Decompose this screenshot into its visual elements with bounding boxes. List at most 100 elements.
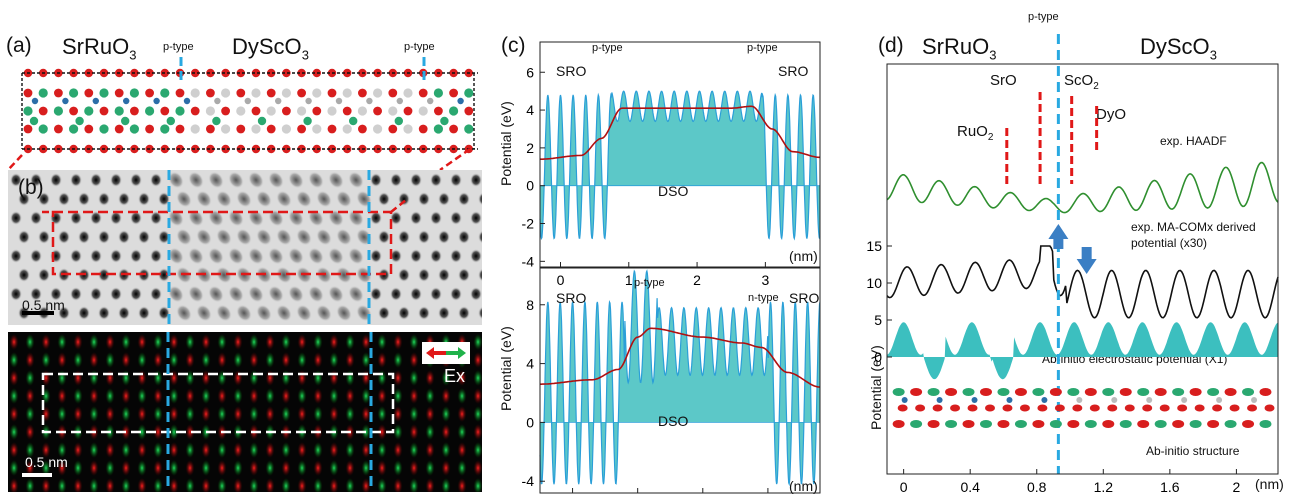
field-lobe [73, 478, 83, 492]
atom-column [236, 304, 252, 322]
field-lobe [473, 370, 482, 386]
field-lobe [393, 406, 403, 422]
field-arrow-green [446, 347, 466, 359]
field-lobe [377, 478, 387, 492]
cation-atom [403, 88, 413, 98]
field-lobe [281, 334, 291, 350]
field-lobe [409, 406, 419, 422]
field-lobe [217, 442, 227, 458]
field-lobe [409, 334, 419, 350]
oxygen-atom [342, 106, 352, 116]
field-lobe [73, 442, 83, 458]
zoom-line-left [7, 154, 23, 170]
y-tick-label: 8 [526, 297, 534, 313]
c-top-ptype-left: p-type [592, 42, 623, 54]
oxygen-atom [191, 144, 200, 154]
atom-column [216, 266, 232, 284]
field-lobe [457, 406, 467, 422]
atom-column [130, 211, 142, 225]
field-lobe [89, 442, 99, 458]
atom-column [248, 171, 264, 189]
atom-column [276, 190, 292, 208]
field-lobe [425, 442, 435, 458]
field-lobe [25, 370, 35, 386]
field-lobe [393, 460, 403, 476]
c-bot-ntype: n-type [748, 292, 779, 304]
field-lobe [25, 460, 35, 476]
atom-column [216, 190, 232, 208]
c-bot-ylabel: Potential (eV) [498, 326, 514, 411]
field-lobe [473, 388, 482, 404]
field-lobe [361, 334, 371, 350]
cation-atom [403, 124, 413, 134]
oxygen-atom [38, 106, 48, 116]
field-lobe [25, 352, 35, 368]
field-lobe [249, 352, 259, 368]
y-tick-label: -4 [522, 473, 535, 489]
field-lobe [473, 334, 482, 350]
oxygen-atom [206, 88, 215, 98]
d-dysco3: DyScO3 [1140, 34, 1217, 63]
oxygen-atom [236, 124, 246, 134]
oxygen-atom [434, 106, 443, 116]
atom-column [348, 209, 364, 227]
oxygen-atom [191, 68, 200, 78]
atom-column [336, 266, 352, 284]
field-lobe [473, 406, 482, 422]
structure-atom [1172, 388, 1185, 396]
oxygen-atom [145, 124, 155, 134]
atom-column [188, 285, 204, 303]
field-lobe [329, 334, 339, 350]
structure-atom [1146, 397, 1153, 403]
field-lobe [137, 388, 147, 404]
field-lobe [441, 406, 451, 422]
oxygen-atom [388, 124, 398, 134]
field-lobe [185, 478, 195, 492]
field-lobe [345, 334, 355, 350]
oxygen-atom [418, 124, 428, 134]
atom-column [90, 287, 102, 301]
field-lobe [473, 478, 482, 492]
field-lobe [345, 460, 355, 476]
structure-atom [932, 404, 943, 412]
atom-column [10, 249, 22, 263]
field-lobe [25, 334, 35, 350]
field-lobe [9, 442, 19, 458]
atom-column [10, 287, 22, 301]
structure-atom [897, 404, 908, 412]
y-tick-label: 2 [526, 140, 534, 156]
cation-atom [84, 106, 94, 116]
atom-column [70, 173, 82, 187]
structure-atom [1159, 404, 1170, 412]
structure-atom [1041, 397, 1048, 403]
potential-line [539, 90, 821, 241]
chart-c-top: -4 -2 0 2 4 6 0 1 2 3 [522, 41, 821, 288]
atom-column [276, 228, 292, 246]
oxygen-atom [418, 88, 428, 98]
field-lobe [89, 406, 99, 422]
oxygen-atom [206, 144, 215, 154]
structure-atom [1119, 420, 1132, 428]
oxygen-atom [251, 144, 261, 154]
a-site-atom [394, 116, 403, 126]
cation-atom [281, 88, 291, 98]
averaged-potential [540, 327, 821, 388]
cation-atom [145, 106, 155, 116]
structure-atom [1216, 397, 1223, 403]
cation-atom [373, 88, 383, 98]
field-lobe [441, 478, 451, 492]
cation-atom [69, 88, 79, 98]
field-lobe [153, 334, 163, 350]
field-lobe [409, 478, 419, 492]
field-lobe [313, 442, 323, 458]
atom-column [176, 228, 192, 246]
atom-column [138, 192, 150, 206]
atom-column [188, 209, 204, 227]
b-site-atom [335, 97, 343, 105]
structure-atom [1224, 420, 1237, 428]
atom-column [98, 230, 110, 244]
atom-column [158, 268, 170, 282]
scale-bar-b-label: 0.5 nm [22, 297, 65, 313]
atom-column [248, 285, 264, 303]
field-lobe [377, 406, 387, 422]
